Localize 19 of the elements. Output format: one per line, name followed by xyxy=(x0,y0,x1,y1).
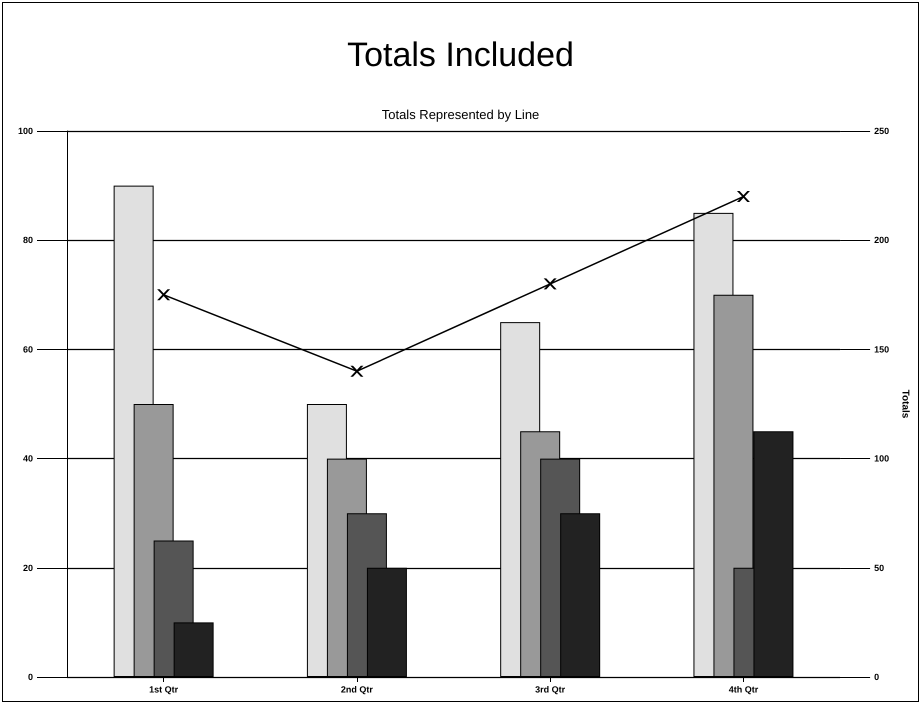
y2-tick-label: 250 xyxy=(874,126,890,136)
y2-tick-label: 150 xyxy=(874,344,890,354)
y-tick-label: 80 xyxy=(22,235,33,246)
y2-tick-label: 200 xyxy=(874,235,890,246)
y-tick-label: 40 xyxy=(22,454,33,464)
y-tick-label: 20 xyxy=(22,562,33,573)
chart-title: Totals Included xyxy=(347,36,574,74)
x-tick-label: 1st Qtr xyxy=(149,684,179,694)
x-tick-label: 3rd Qtr xyxy=(535,684,566,694)
chart-subtitle: Totals Represented by Line xyxy=(382,107,540,122)
y2-tick-label: 0 xyxy=(874,672,880,682)
y-tick-label: 0 xyxy=(28,672,33,682)
x-tick-label: 2nd Qtr xyxy=(340,684,374,694)
y2-axis-title: Totals xyxy=(900,390,910,419)
y2-tick-label: 50 xyxy=(874,562,884,573)
y2-tick-label: 100 xyxy=(874,454,890,464)
x-tick-label: 4th Qtr xyxy=(728,684,759,694)
y-tick-label: 60 xyxy=(22,344,33,354)
y-tick-label: 100 xyxy=(18,126,33,136)
